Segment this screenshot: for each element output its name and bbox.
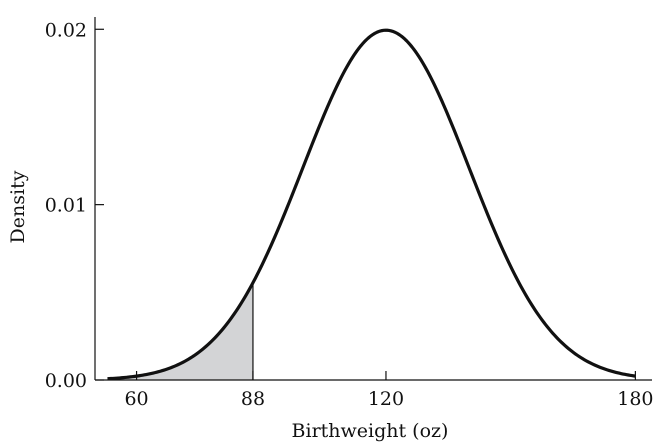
x-ticks: 60 88 120 180	[124, 371, 654, 410]
x-axis-title: Birthweight (oz)	[292, 420, 449, 442]
y-tick-label: 0.01	[45, 195, 87, 217]
x-tick-label: 60	[124, 388, 148, 410]
x-tick-label: 180	[617, 388, 653, 410]
y-axis-title: Density	[7, 170, 29, 243]
shaded-tail-region	[107, 282, 253, 380]
y-tick-label: 0.02	[45, 19, 87, 41]
x-tick-label: 120	[368, 388, 404, 410]
density-curve	[107, 28, 636, 381]
x-tick-label: 88	[241, 388, 265, 410]
y-tick-label: 0.00	[45, 370, 87, 392]
y-ticks: 0.00 0.01 0.02	[45, 19, 104, 392]
